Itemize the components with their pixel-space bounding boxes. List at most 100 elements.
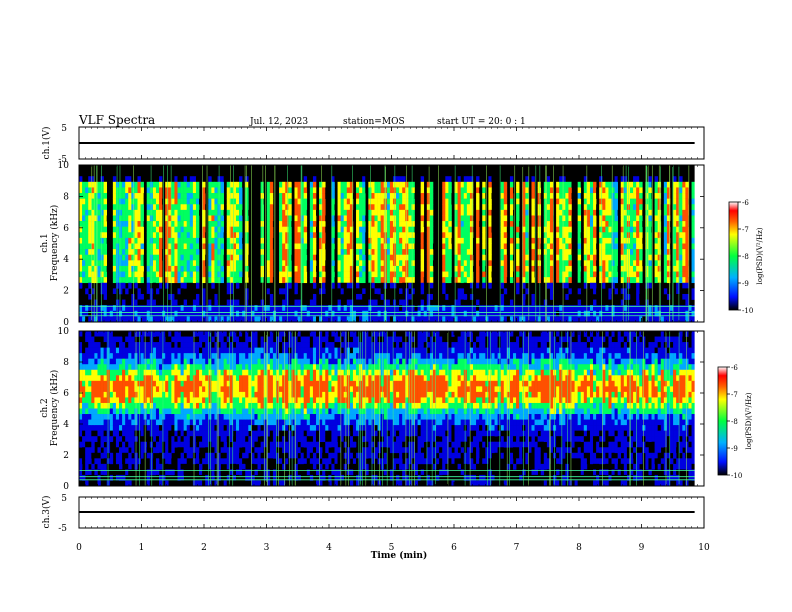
spectrogram-cell bbox=[159, 316, 163, 323]
spectrogram-cell bbox=[583, 187, 588, 194]
spectrogram-cell bbox=[85, 181, 89, 188]
spectrogram-cell bbox=[125, 447, 129, 454]
spectrogram-cell bbox=[516, 271, 520, 278]
spectrogram-cell bbox=[463, 187, 468, 194]
spectrogram-cell bbox=[614, 215, 618, 222]
spectrogram-cell bbox=[103, 193, 108, 199]
spectrogram-cell bbox=[368, 198, 372, 205]
spectrogram-cell bbox=[531, 249, 535, 256]
spectrogram-cell bbox=[306, 310, 311, 317]
spectrogram-cell bbox=[79, 204, 83, 211]
spectrogram-cell bbox=[559, 226, 563, 233]
spectrogram-cell bbox=[266, 271, 271, 278]
spectrogram-cell bbox=[408, 204, 412, 211]
spectrogram-cell bbox=[229, 221, 234, 227]
spectrogram-cell bbox=[374, 299, 378, 306]
spectrogram-cell bbox=[593, 271, 597, 278]
spectrogram-cell bbox=[620, 215, 625, 222]
spectrogram-cell bbox=[399, 288, 403, 295]
spectrogram-cell bbox=[614, 316, 618, 323]
spectrogram-cell bbox=[608, 271, 612, 278]
spectrogram-cell bbox=[312, 204, 317, 211]
spectrogram-cell bbox=[346, 193, 351, 199]
spectrogram-cell bbox=[488, 209, 492, 216]
spectrogram-cell bbox=[294, 193, 298, 199]
spectrogram-cell bbox=[633, 232, 637, 239]
spectrogram-cell bbox=[593, 209, 597, 216]
spectrogram-cell bbox=[94, 209, 98, 216]
spectrogram-cell bbox=[282, 237, 286, 244]
spectrogram-cell bbox=[614, 226, 618, 233]
spectrogram-cell bbox=[174, 436, 178, 443]
spectrogram-cell bbox=[426, 226, 431, 233]
spectrogram-cell bbox=[642, 310, 646, 317]
spectrogram-cell bbox=[362, 221, 366, 227]
spectrogram-cell bbox=[682, 237, 686, 244]
spectrogram-cell bbox=[79, 221, 83, 227]
spectrogram-cell bbox=[155, 342, 160, 348]
spectrogram-cell bbox=[389, 305, 394, 312]
spectrogram-cell bbox=[146, 282, 151, 289]
spectrogram-cell bbox=[337, 305, 341, 312]
spectrogram-cell bbox=[337, 187, 341, 194]
spectrogram-cell bbox=[112, 474, 117, 481]
spectrogram-cell bbox=[192, 209, 197, 216]
spectrogram-cell bbox=[331, 305, 335, 312]
spectrogram-cell bbox=[128, 310, 132, 317]
spectrogram-cell bbox=[159, 265, 163, 272]
spectrogram-cell bbox=[112, 198, 117, 205]
spectrogram-cell bbox=[94, 260, 98, 267]
spectrogram-cell bbox=[79, 391, 83, 398]
spectrogram-cell bbox=[488, 310, 492, 317]
spectrogram-cell bbox=[611, 243, 615, 250]
spectrogram-cell bbox=[103, 277, 108, 284]
spectrogram-cell bbox=[88, 364, 92, 371]
spectrogram-cell bbox=[103, 336, 108, 343]
spectrogram-cell bbox=[568, 310, 572, 317]
spectrogram-cell bbox=[168, 237, 172, 244]
spectrogram-cell bbox=[396, 260, 400, 267]
spectrogram-cell bbox=[445, 215, 449, 222]
spectrogram-cell bbox=[442, 271, 446, 278]
spectrogram-cell bbox=[685, 293, 689, 300]
spectrogram-cell bbox=[614, 204, 618, 211]
spectrogram-cell bbox=[195, 181, 200, 188]
spectrogram-cell bbox=[165, 452, 169, 459]
spectrogram-cell bbox=[88, 414, 92, 420]
spectrogram-cell bbox=[549, 193, 554, 199]
spectrogram-cell bbox=[115, 181, 120, 188]
colorbar-ch1-scale bbox=[728, 201, 739, 311]
spectrogram-cell bbox=[605, 243, 609, 250]
spectrogram-cell bbox=[174, 243, 178, 250]
spectrogram-cell bbox=[155, 336, 160, 343]
spectrogram-cell bbox=[528, 310, 532, 317]
spectrogram-cell bbox=[235, 232, 240, 239]
spectrogram-cell bbox=[396, 176, 400, 183]
spectrogram-cell bbox=[180, 282, 184, 289]
spectrogram-cell bbox=[88, 316, 92, 323]
spectrogram-cell bbox=[608, 260, 612, 267]
spectrogram-cell bbox=[469, 305, 474, 312]
spectrogram-cell bbox=[125, 254, 129, 261]
spectrogram-cell bbox=[168, 215, 172, 222]
spectrogram-cell bbox=[352, 305, 357, 312]
spectrogram-cell bbox=[331, 193, 335, 199]
spectrogram-cell bbox=[229, 215, 234, 222]
spectrogram-cell bbox=[673, 310, 677, 317]
spectrogram-cell bbox=[282, 243, 286, 250]
spectrogram-cell bbox=[229, 232, 234, 239]
spectrogram-cell bbox=[100, 305, 104, 312]
spectrogram-cell bbox=[491, 310, 495, 317]
spectrogram-cell bbox=[192, 237, 197, 244]
spectrogram-cell bbox=[494, 176, 498, 183]
spectrogram-cell bbox=[633, 193, 637, 199]
spectrogram-cell bbox=[565, 237, 569, 244]
spectrogram-cell bbox=[420, 198, 425, 205]
spectrogram-cell bbox=[679, 249, 683, 256]
spectrogram-cell bbox=[115, 243, 120, 250]
spectrogram-cell bbox=[488, 176, 492, 183]
spectrogram-cell bbox=[349, 265, 354, 272]
spectrogram-cell bbox=[115, 232, 120, 239]
spectrogram-cell bbox=[611, 198, 615, 205]
spectrogram-cell bbox=[134, 299, 138, 306]
